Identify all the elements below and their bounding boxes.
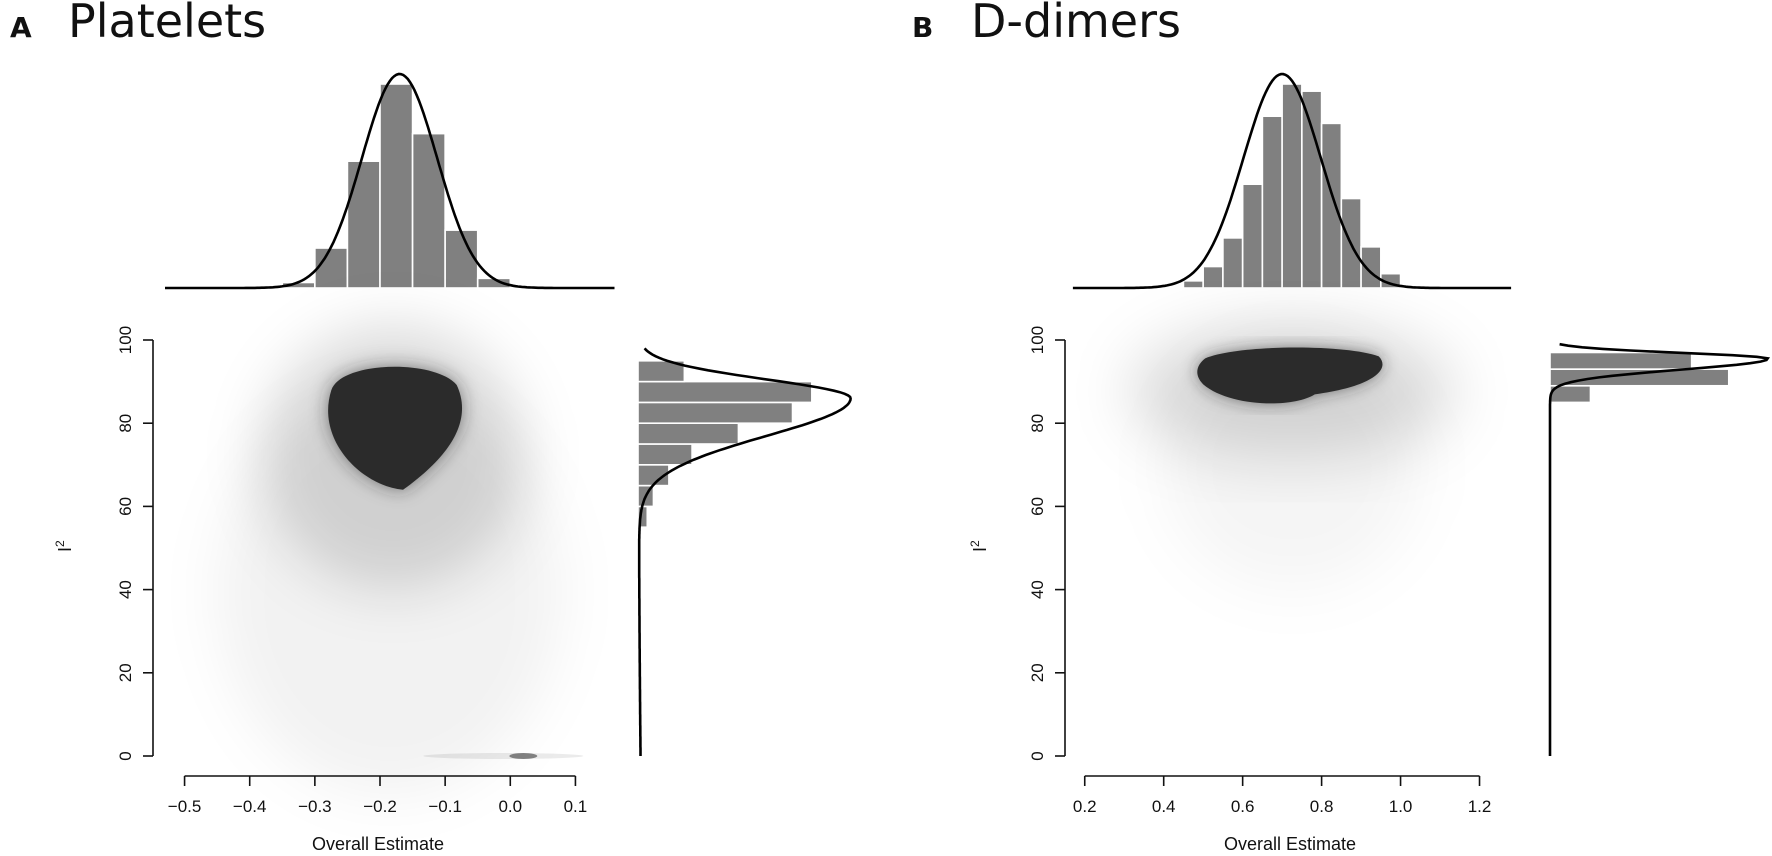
- zero-heterogeneity-points: [423, 753, 584, 759]
- x-axis-label: Overall Estimate: [1224, 834, 1356, 854]
- top-histogram-bars: [281, 83, 512, 289]
- right-histogram-bar: [637, 359, 686, 383]
- top-histogram-bar: [1182, 280, 1204, 289]
- y-tick-label: 80: [1028, 414, 1047, 433]
- y-axis-label: I2: [53, 540, 75, 552]
- top-density-curve: [165, 72, 615, 290]
- y-tick-label: 60: [1028, 497, 1047, 516]
- x-tick-label: −0.3: [298, 797, 332, 816]
- right-histogram: [1548, 342, 1771, 756]
- y-tick-label: 60: [116, 497, 135, 516]
- x-tick-label: −0.4: [233, 797, 267, 816]
- y-axis-label-superscript: 2: [968, 540, 982, 547]
- x-axis: 0.2 0.4 0.6 0.8 1.0 1.2: [1073, 775, 1492, 816]
- top-histogram-bar: [1301, 90, 1323, 289]
- point-cloud: [1129, 322, 1455, 590]
- top-histogram-bar: [411, 132, 446, 289]
- panel-letter: A: [10, 11, 32, 44]
- y-tick-label: 0: [1028, 751, 1047, 760]
- x-tick-label: 1.2: [1468, 797, 1492, 816]
- top-histogram-bar: [1202, 265, 1224, 289]
- panel-title: Platelets: [68, 0, 266, 48]
- y-tick-label: 20: [116, 663, 135, 682]
- x-tick-label: 0.2: [1073, 797, 1097, 816]
- y-axis-label-base: I: [970, 547, 990, 552]
- top-density-curve: [1072, 72, 1512, 290]
- x-tick-label: −0.2: [363, 797, 397, 816]
- x-tick-label: 0.4: [1152, 797, 1176, 816]
- y-axis: 0 20 40 60 80 100: [116, 326, 154, 761]
- top-histogram-bar: [444, 229, 479, 289]
- top-histogram: [1072, 72, 1512, 290]
- y-tick-label: 100: [116, 326, 135, 354]
- right-histogram-bar: [637, 401, 794, 424]
- y-axis-label-base: I: [55, 547, 75, 552]
- y-tick-label: 20: [1028, 663, 1047, 682]
- right-histogram-bar: [637, 422, 740, 445]
- x-tick-label: 0.8: [1310, 797, 1334, 816]
- top-histogram-bar: [346, 160, 381, 289]
- y-tick-label: 40: [1028, 580, 1047, 599]
- y-tick-label: 100: [1028, 326, 1047, 354]
- panel-a: A Platelets −0.5 −0.4 −0.3 −0.2 −0.1 0.0 0.1 0…: [10, 0, 852, 854]
- right-histogram: [637, 347, 852, 756]
- y-tick-label: 0: [116, 751, 135, 760]
- x-axis: −0.5 −0.4 −0.3 −0.2 −0.1 0.0 0.1: [168, 775, 588, 816]
- panel-title: D-dimers: [971, 0, 1181, 48]
- y-tick-label: 80: [116, 414, 135, 433]
- right-histogram-bar: [637, 443, 693, 466]
- top-histogram-bar: [379, 83, 414, 289]
- top-histogram-bar: [1222, 237, 1244, 289]
- top-histogram-bars: [1182, 83, 1402, 289]
- right-histogram-bars: [637, 359, 813, 549]
- dense-core-points: [1197, 347, 1383, 404]
- top-histogram-bar: [314, 247, 349, 289]
- y-axis: 0 20 40 60 80 100: [1028, 326, 1066, 761]
- top-histogram-bar: [1281, 83, 1303, 289]
- right-histogram-bar: [1549, 351, 1693, 370]
- right-histogram-bar: [1549, 368, 1730, 387]
- y-tick-label: 40: [116, 580, 135, 599]
- zero-heterogeneity-cluster: [509, 753, 538, 759]
- top-histogram: [165, 72, 615, 290]
- top-histogram-bar: [1360, 246, 1382, 289]
- dense-core-points: [328, 366, 463, 490]
- panel-letter: B: [912, 11, 933, 44]
- scatter-plot: 0.2 0.4 0.6 0.8 1.0 1.2 0 20 40 60 80 100 Overall …: [968, 322, 1491, 854]
- point-cloud: [217, 324, 584, 796]
- scatter-plot: −0.5 −0.4 −0.3 −0.2 −0.1 0.0 0.1 020406080100 …: [53, 324, 588, 854]
- x-axis-label: Overall Estimate: [312, 834, 444, 854]
- panel-b: B D-dimers 0.2 0.4 0.6 0.8 1.0 1.2 0 20 40 60 80 1…: [912, 0, 1771, 854]
- right-histogram-bars: [1549, 351, 1730, 404]
- x-tick-label: 0.1: [564, 797, 588, 816]
- right-density-curve: [1548, 342, 1771, 756]
- right-histogram-bar: [637, 380, 813, 404]
- x-tick-label: 1.0: [1389, 797, 1413, 816]
- x-tick-label: −0.1: [428, 797, 462, 816]
- top-histogram-bar: [1241, 183, 1264, 289]
- y-axis-label: I2: [968, 540, 990, 552]
- x-tick-label: −0.5: [168, 797, 202, 816]
- y-axis-label-superscript: 2: [53, 540, 67, 547]
- top-histogram-bar: [1261, 115, 1283, 289]
- x-tick-label: 0.6: [1231, 797, 1255, 816]
- x-tick-label: 0.0: [498, 797, 522, 816]
- top-histogram-bar: [1320, 122, 1343, 289]
- right-density-curve: [637, 347, 852, 756]
